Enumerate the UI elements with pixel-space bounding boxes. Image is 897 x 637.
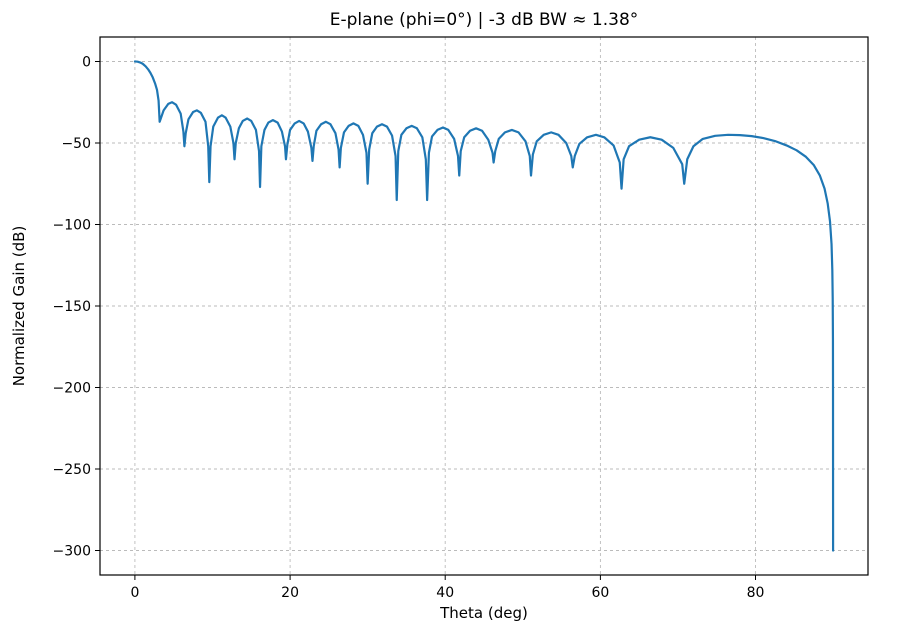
x-tick-label: 20 bbox=[281, 585, 299, 601]
x-tick-label: 40 bbox=[436, 585, 454, 601]
y-tick-label: −50 bbox=[61, 136, 91, 152]
y-tick-label: −150 bbox=[53, 299, 91, 315]
x-axis-label: Theta (deg) bbox=[439, 604, 528, 622]
y-axis-label: Normalized Gain (dB) bbox=[10, 226, 28, 387]
y-tick-label: −300 bbox=[53, 544, 91, 560]
x-tick-label: 0 bbox=[130, 585, 139, 601]
series-line bbox=[133, 60, 835, 552]
y-tick-label: 0 bbox=[82, 55, 91, 71]
y-tick-label: −250 bbox=[53, 462, 91, 478]
x-tick-label: 60 bbox=[591, 585, 609, 601]
y-tick-label: −200 bbox=[53, 381, 91, 397]
chart-title: E-plane (phi=0°) | -3 dB BW ≈ 1.38° bbox=[330, 10, 639, 30]
x-tick-label: 80 bbox=[747, 585, 765, 601]
y-tick-label: −100 bbox=[53, 218, 91, 234]
plot-area: 0 20 40 60 80 0 −50 −100 −150 −200 −250 −300 bbox=[53, 36, 869, 601]
